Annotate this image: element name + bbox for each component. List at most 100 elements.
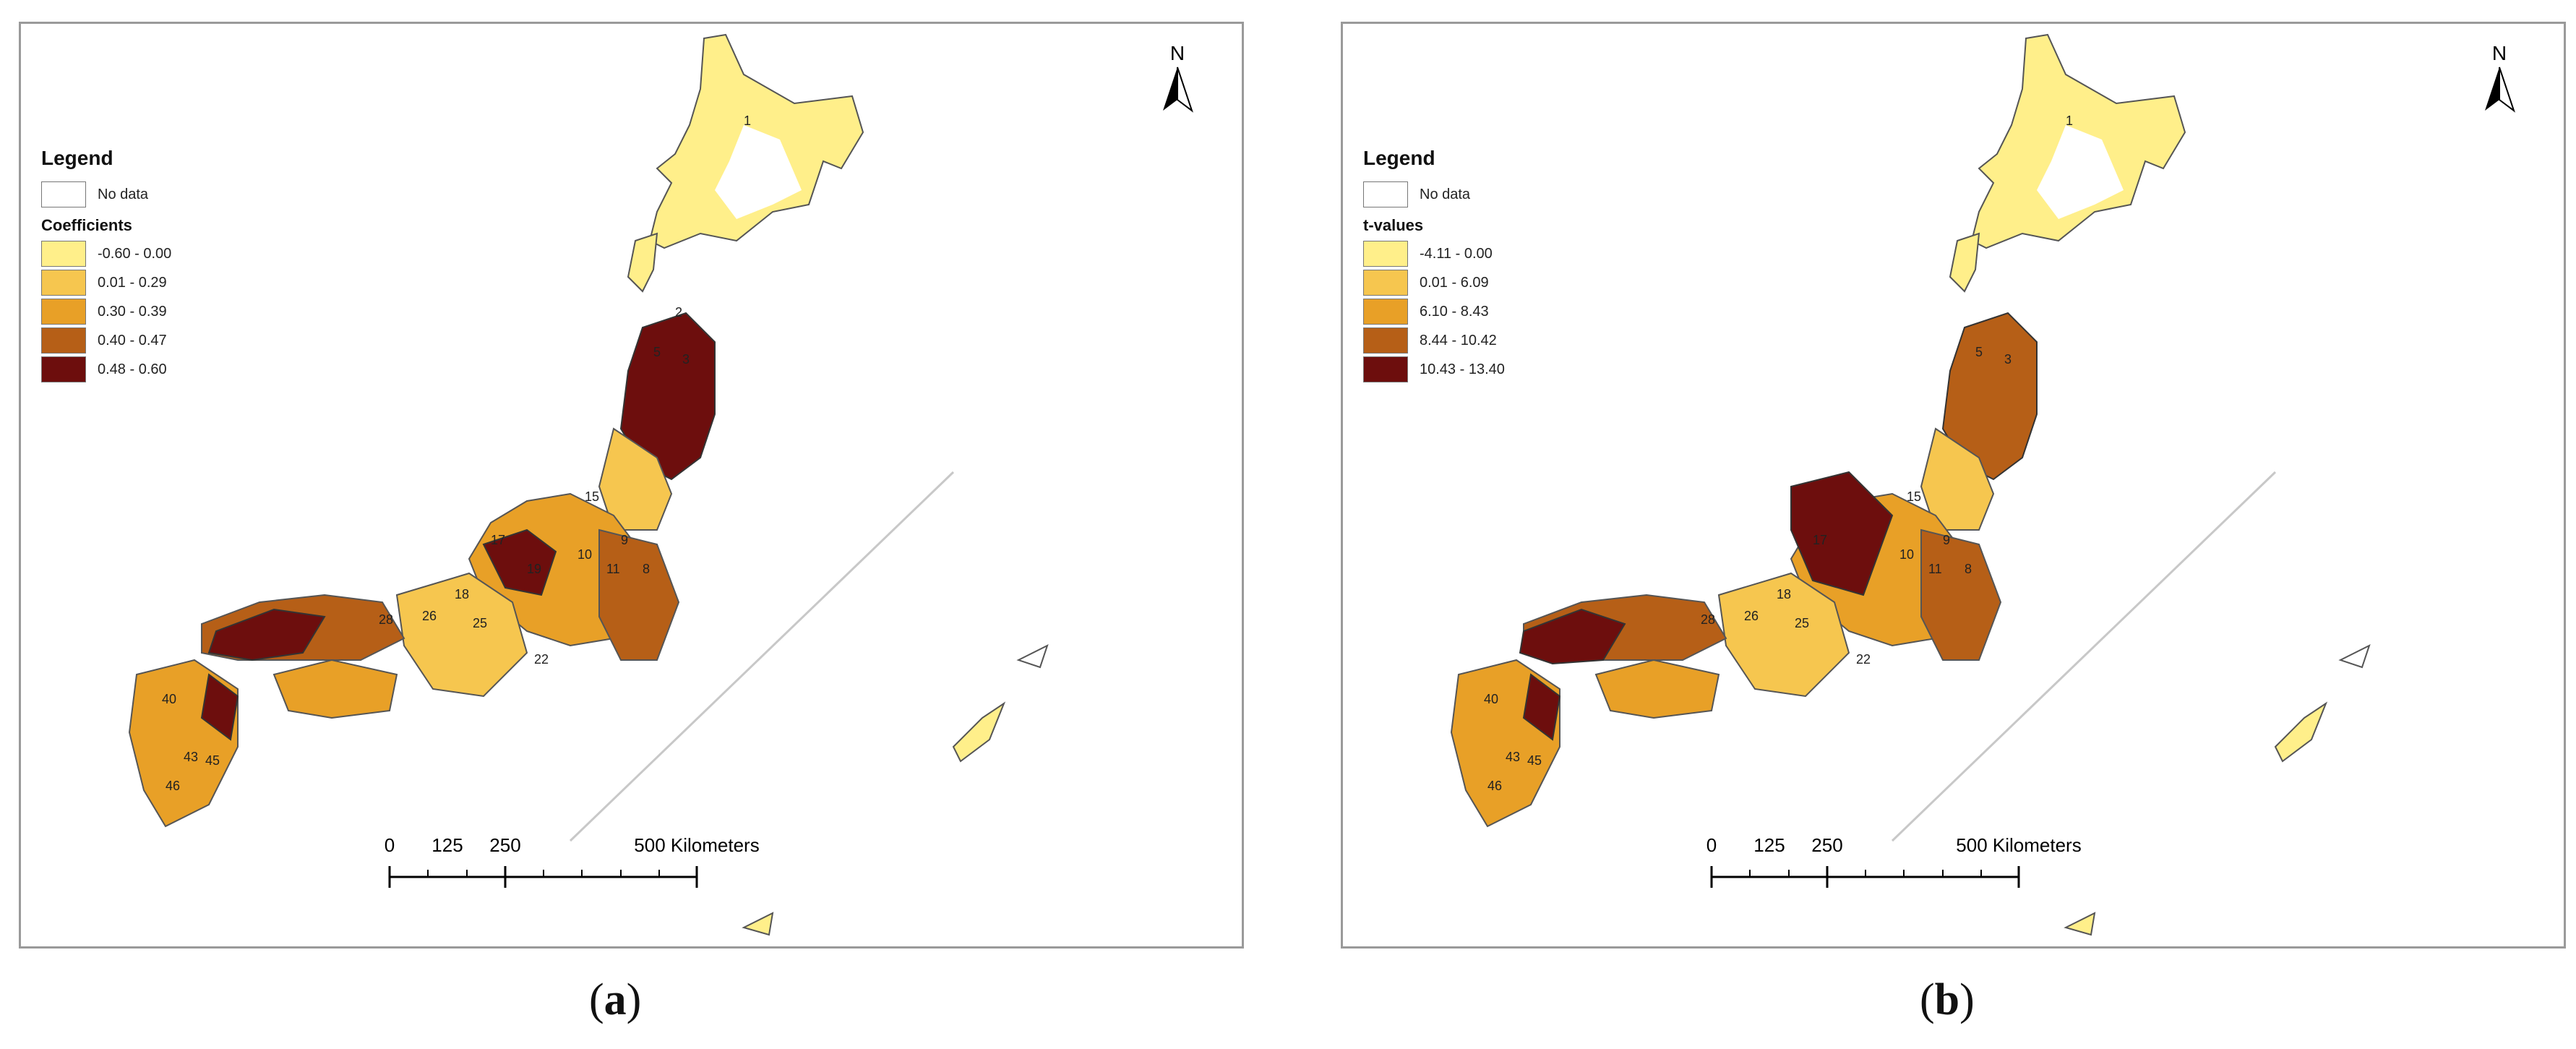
legend-class-row: 10.43 - 13.40 <box>1363 355 1505 384</box>
kinki-region <box>395 572 528 698</box>
map-panel-t-values: N 0 125 250 500 Kilometers 1 5 3 15 17 1… <box>1341 22 2566 949</box>
legend-class-row: 0.48 - 0.60 <box>41 355 171 384</box>
legend-label: 0.48 - 0.60 <box>98 361 167 377</box>
legend-swatch <box>1363 270 1408 296</box>
island-chain <box>2274 701 2328 763</box>
legend-class-row: 8.44 - 10.42 <box>1363 326 1505 355</box>
tohoku-south <box>1920 427 1995 531</box>
prefecture-label: 5 <box>1975 345 1983 359</box>
prefecture-label: 2 <box>675 305 682 320</box>
legend-label: No data <box>1420 186 1471 202</box>
prefecture-label: 22 <box>1856 652 1871 667</box>
inset-divider-line <box>569 471 955 842</box>
shikoku-region <box>272 659 398 719</box>
legend-label: 8.44 - 10.42 <box>1420 332 1497 348</box>
prefecture-label: 26 <box>422 609 437 623</box>
shikoku-region <box>1594 659 1720 719</box>
prefecture-label: 8 <box>1965 562 1972 576</box>
legend: Legend No data t-values -4.11 - 0.00 0.0… <box>1363 147 1505 384</box>
hokkaido-nodata <box>715 125 802 219</box>
prefecture-label: 40 <box>1484 692 1498 706</box>
prefecture-label: 8 <box>643 562 650 576</box>
prefecture-label: 46 <box>166 779 180 793</box>
kyushu-east <box>1522 673 1561 741</box>
prefecture-label-group: 1 2 5 3 15 17 19 10 9 11 8 18 25 26 28 2… <box>162 114 751 793</box>
legend-class-row: 0.40 - 0.47 <box>41 326 171 355</box>
prefecture-label: 19 <box>527 562 541 576</box>
caption-b: (b) <box>1920 975 1975 1024</box>
prefecture-label: 10 <box>578 547 592 562</box>
japan-map: N 0 125 250 500 Kilometers 1 2 5 3 15 17 <box>128 33 1193 936</box>
legend-field-title: t-values <box>1363 216 1424 234</box>
legend-swatch <box>1363 356 1408 382</box>
scale-label-500: 500 Kilometers <box>1956 834 2081 856</box>
inset-divider-line <box>1891 471 2277 842</box>
legend-class-row: -0.60 - 0.00 <box>41 239 171 268</box>
prefecture-label: 9 <box>621 533 628 547</box>
map-panel-coefficients: N 0 125 250 500 Kilometers 1 2 5 3 15 17 <box>19 22 1244 949</box>
island-chain <box>952 701 1006 763</box>
tohoku-region <box>1941 312 2038 481</box>
prefecture-label: 17 <box>1813 533 1827 547</box>
caption-a: (a) <box>589 975 642 1024</box>
scale-label-0: 0 <box>385 834 395 856</box>
legend-no-data-row: No data <box>1363 180 1505 209</box>
prefecture-label: 45 <box>205 753 220 768</box>
tohoku-south <box>598 427 673 531</box>
legend-label: 0.01 - 6.09 <box>1420 274 1489 291</box>
prefecture-label: 22 <box>534 652 549 667</box>
prefecture-label: 40 <box>162 692 176 706</box>
legend-swatch <box>41 270 86 296</box>
north-arrow-icon: N <box>2485 42 2515 113</box>
japan-map: N 0 125 250 500 Kilometers 1 5 3 15 17 1… <box>1450 33 2515 936</box>
north-label: N <box>1170 42 1185 64</box>
prefecture-label: 15 <box>585 489 599 504</box>
prefecture-label: 17 <box>491 533 505 547</box>
legend-label: 0.01 - 0.29 <box>98 274 167 291</box>
island-chain-2 <box>1016 644 1049 669</box>
prefecture-label: 11 <box>1928 562 1942 576</box>
prefecture-label: 11 <box>606 562 620 576</box>
scale-label-250: 250 <box>1811 834 1842 856</box>
kanto-region <box>598 528 680 661</box>
legend-class-row: 6.10 - 8.43 <box>1363 297 1505 326</box>
scale-bar: 0 125 250 500 Kilometers <box>385 834 760 888</box>
legend-swatch <box>41 327 86 354</box>
island-chain-2 <box>2338 644 2371 669</box>
prefecture-label: 3 <box>682 352 690 367</box>
legend-swatch <box>1363 241 1408 267</box>
prefecture-label: 25 <box>1795 616 1809 630</box>
prefecture-label: 46 <box>1487 779 1502 793</box>
prefecture-label: 28 <box>1701 612 1715 627</box>
prefecture-label: 43 <box>184 750 198 764</box>
legend-class-row: 0.01 - 0.29 <box>41 268 171 297</box>
scale-label-125: 125 <box>432 834 463 856</box>
legend: Legend No data Coefficients -0.60 - 0.00… <box>41 147 171 384</box>
hokkaido-southwest <box>627 232 658 293</box>
chugoku-west <box>207 608 326 661</box>
legend-no-data-row: No data <box>41 180 171 209</box>
scale-label-125: 125 <box>1753 834 1785 856</box>
legend-label: -4.11 - 0.00 <box>1420 245 1493 262</box>
legend-class-row: 0.30 - 0.39 <box>41 297 171 326</box>
legend-swatch <box>1363 299 1408 325</box>
legend-title: Legend <box>41 147 113 169</box>
legend-swatch <box>1363 181 1408 207</box>
legend-label: 10.43 - 13.40 <box>1420 361 1505 377</box>
prefecture-label: 10 <box>1899 547 1914 562</box>
kinki-region <box>1717 572 1850 698</box>
legend-label: 0.30 - 0.39 <box>98 303 167 320</box>
prefecture-label: 9 <box>1943 533 1950 547</box>
scale-bar: 0 125 250 500 Kilometers <box>1706 834 2082 888</box>
niigata-region <box>1790 471 1894 596</box>
chugoku-west <box>1519 608 1626 665</box>
hokkaido-nodata <box>2037 125 2124 219</box>
tohoku-region <box>619 312 716 481</box>
scale-label-500: 500 Kilometers <box>634 834 759 856</box>
north-label: N <box>2492 42 2507 64</box>
prefecture-label: 1 <box>744 114 751 128</box>
prefecture-label: 18 <box>455 587 469 601</box>
legend-class-row: -4.11 - 0.00 <box>1363 239 1505 268</box>
prefecture-label: 43 <box>1506 750 1520 764</box>
prefecture-label: 45 <box>1527 753 1542 768</box>
